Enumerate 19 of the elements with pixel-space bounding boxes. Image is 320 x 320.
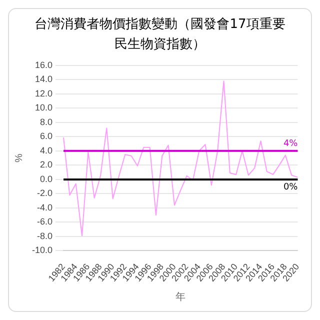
x-axis-title: 年	[176, 290, 186, 303]
y-tick-label: 16.0	[34, 60, 53, 70]
y-tick-label: -8.0	[37, 230, 53, 241]
chart-title: 台灣消費者物價指數變動（國發會17項重要民生物資指數）	[34, 16, 286, 54]
y-tick-label: 6.0	[40, 131, 53, 142]
y-tick-label: 10.0	[34, 102, 53, 113]
y-tick-label: 4.0	[40, 145, 53, 156]
y-tick-label: 8.0	[40, 116, 53, 127]
y-tick-label: 12.0	[34, 88, 53, 98]
ref-line-label: 4%	[283, 138, 298, 149]
y-tick-label: 0.0	[40, 174, 53, 184]
y-tick-label: -2.0	[37, 188, 53, 198]
y-tick-label: -10.0	[32, 245, 53, 256]
y-tick-label: -6.0	[37, 216, 53, 227]
y-tick-label: 14.0	[34, 74, 53, 84]
y-axis-title: %	[14, 154, 25, 163]
y-tick-label: -4.0	[37, 202, 53, 212]
y-tick-label: 2.0	[40, 160, 53, 170]
ref-line-label: 0%	[283, 182, 298, 192]
